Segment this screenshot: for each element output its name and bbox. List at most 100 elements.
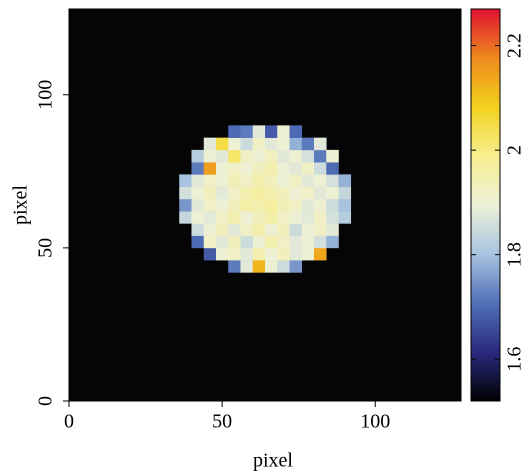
heatmap-cell	[326, 186, 339, 200]
heatmap-cell	[203, 211, 217, 224]
x-tick-label: 0	[64, 411, 74, 433]
heatmap-cell	[240, 260, 254, 273]
heatmap-cell	[289, 260, 303, 273]
heatmap-cell	[203, 174, 217, 187]
heatmap-cell	[301, 149, 315, 163]
y-tick-label: 0	[35, 396, 57, 406]
heatmap-cell	[252, 125, 266, 138]
heatmap-cell	[314, 235, 327, 249]
heatmap-cell	[252, 211, 266, 224]
heatmap-cell	[191, 174, 205, 187]
heatmap-cell	[265, 198, 278, 212]
heatmap-cell	[252, 149, 266, 163]
heatmap-cell	[216, 137, 229, 151]
heatmap-cell	[301, 211, 315, 224]
heatmap-cell	[252, 235, 266, 249]
heatmap-cell	[289, 137, 303, 151]
heatmap-cell	[252, 162, 266, 175]
heatmap-cell	[314, 174, 327, 187]
colorbar-tick-label: 1.8	[504, 242, 526, 267]
heatmap-cell	[252, 223, 266, 236]
heatmap-cell	[265, 137, 278, 151]
heatmap-cell	[289, 247, 303, 261]
heatmap-cell	[265, 174, 278, 187]
heatmap-cell	[265, 223, 278, 236]
heatmap-cell	[338, 198, 352, 212]
heatmap-cell	[277, 137, 290, 151]
heatmap-cell	[277, 198, 290, 212]
heatmap-cell	[252, 186, 266, 200]
heatmap-cell	[301, 247, 315, 261]
heatmap-cell	[277, 162, 290, 175]
heatmap-cell	[203, 223, 217, 236]
heatmap-cell	[179, 186, 192, 200]
heatmap-cell	[314, 247, 327, 261]
heatmap-cell	[240, 247, 254, 261]
heatmap-cell	[289, 211, 303, 224]
heatmap-cell	[228, 149, 241, 163]
heatmap-cell	[314, 149, 327, 163]
heatmap-cell	[228, 174, 241, 187]
y-tick-label: 50	[35, 238, 57, 258]
heatmap-cell	[252, 198, 266, 212]
heatmap-cell	[326, 211, 339, 224]
heatmap-cell	[191, 186, 205, 200]
heatmap-cell	[216, 186, 229, 200]
heatmap-cell	[301, 174, 315, 187]
heatmap-cell	[228, 211, 241, 224]
heatmap-cell	[265, 162, 278, 175]
heatmap-cell	[277, 125, 290, 138]
heatmap-cell	[228, 198, 241, 212]
heatmap-cell	[228, 235, 241, 249]
heatmap-cell	[240, 162, 254, 175]
heatmap-cell	[289, 198, 303, 212]
heatmap-cell	[314, 186, 327, 200]
heatmap-cell	[314, 198, 327, 212]
heatmap-cell	[203, 186, 217, 200]
heatmap-cell	[240, 125, 254, 138]
heatmap-cell	[301, 223, 315, 236]
heatmap-cell	[228, 125, 241, 138]
heatmap-cell	[277, 235, 290, 249]
heatmap-cell	[179, 174, 192, 187]
heatmap-cell	[252, 174, 266, 187]
heatmap-cell	[240, 198, 254, 212]
heatmap-cell	[216, 223, 229, 236]
heatmap-cell	[191, 235, 205, 249]
heatmap-cell	[301, 186, 315, 200]
heatmap-cell	[203, 162, 217, 175]
heatmap-cell	[216, 162, 229, 175]
heatmap-cell	[228, 137, 241, 151]
heatmap-cell	[228, 186, 241, 200]
heatmap-cell	[228, 260, 241, 273]
heatmap-cell	[240, 137, 254, 151]
heatmap-cell	[289, 223, 303, 236]
heatmap-cell	[289, 125, 303, 138]
colorbar-tick-label: 2.2	[504, 33, 526, 58]
heatmap-cell	[326, 149, 339, 163]
heatmap-cell	[301, 162, 315, 175]
heatmap-cell	[228, 223, 241, 236]
heatmap-cell	[314, 223, 327, 236]
heatmap-cell	[252, 260, 266, 273]
heatmap-cell	[179, 211, 192, 224]
heatmap-cell	[338, 211, 352, 224]
heatmap-cell	[326, 174, 339, 187]
heatmap-cell	[203, 247, 217, 261]
heatmap-cell	[216, 149, 229, 163]
colorbar-tick-label: 2	[504, 145, 526, 155]
heatmap-cell	[252, 137, 266, 151]
heatmap-cell	[277, 247, 290, 261]
heatmap-cell	[265, 125, 278, 138]
heatmap-cell	[191, 223, 205, 236]
heatmap-cell	[314, 162, 327, 175]
heatmap-cell	[191, 149, 205, 163]
plot-frame	[68, 8, 462, 402]
heatmap-cell	[301, 198, 315, 212]
heatmap-cell	[216, 211, 229, 224]
heatmap-cell	[265, 260, 278, 273]
heatmap-cell	[289, 149, 303, 163]
heatmap-cell	[240, 174, 254, 187]
heatmap-cell	[203, 149, 217, 163]
